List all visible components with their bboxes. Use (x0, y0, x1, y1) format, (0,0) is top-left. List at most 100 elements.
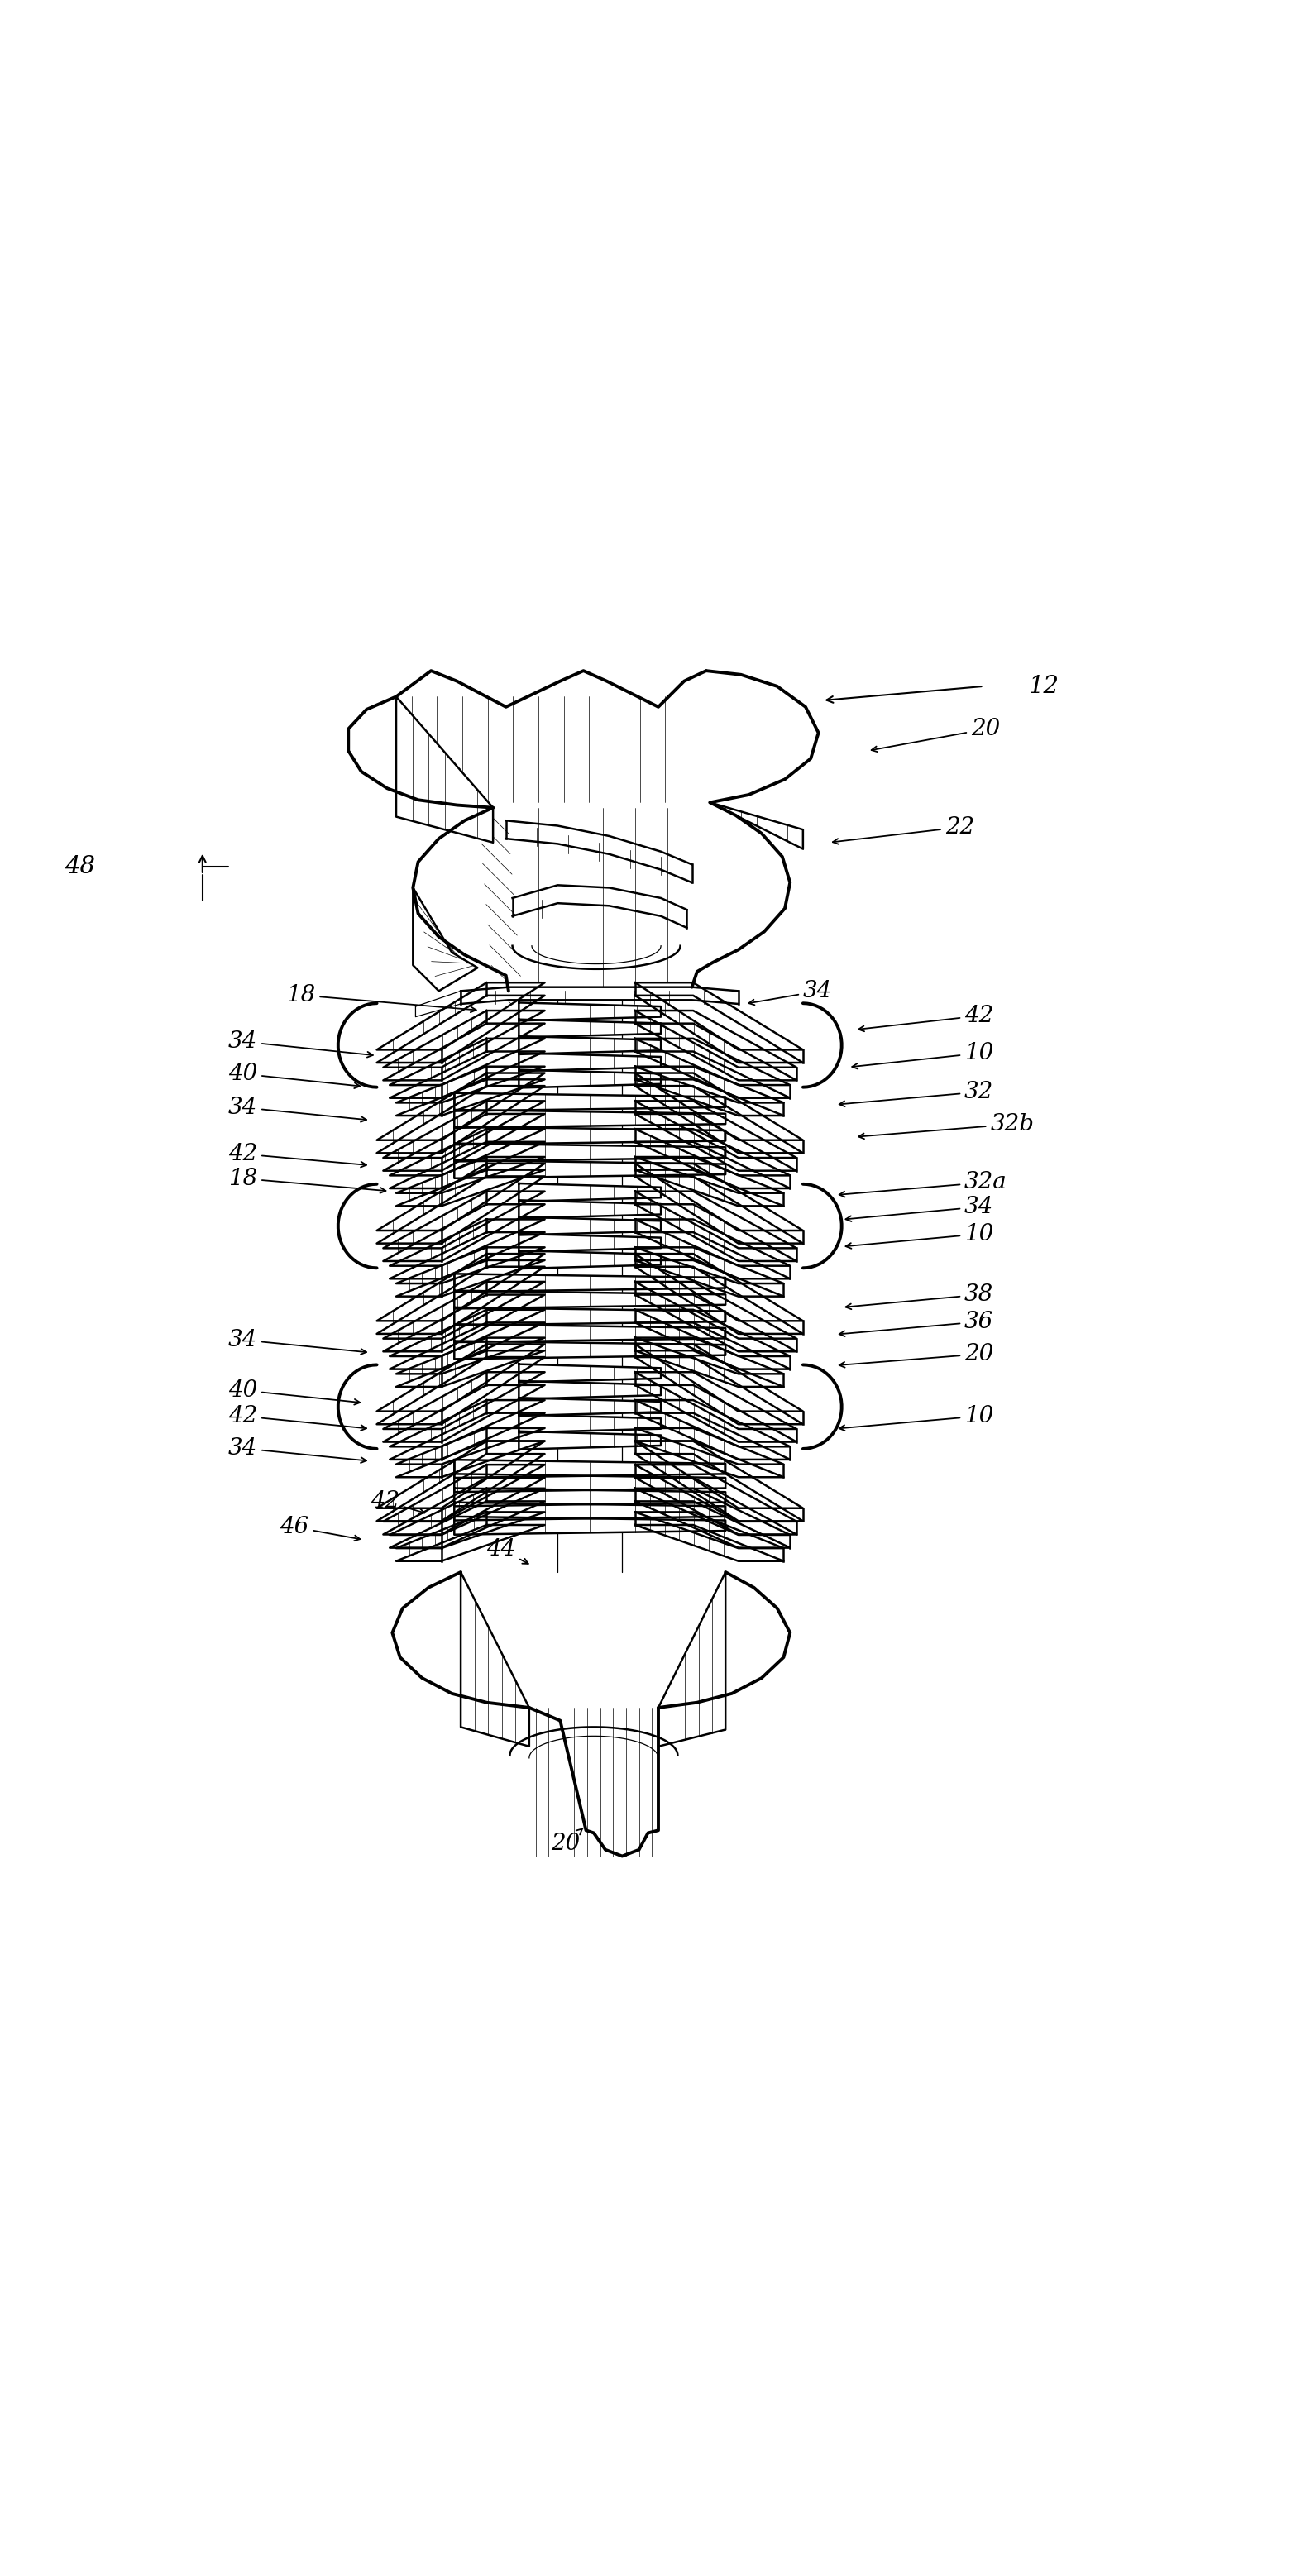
Text: 12: 12 (1029, 675, 1060, 698)
Polygon shape (635, 1157, 784, 1206)
Text: 48: 48 (65, 855, 96, 878)
Polygon shape (635, 1337, 784, 1386)
Polygon shape (518, 1002, 661, 1020)
Text: 34: 34 (749, 979, 832, 1005)
Polygon shape (390, 1489, 544, 1548)
Polygon shape (377, 1074, 544, 1154)
Polygon shape (384, 1373, 544, 1443)
Polygon shape (461, 987, 739, 1005)
Polygon shape (384, 1100, 544, 1170)
Text: 20: 20 (840, 1342, 994, 1368)
Text: 38: 38 (846, 1283, 994, 1309)
Polygon shape (390, 1128, 544, 1188)
Text: 42: 42 (228, 1144, 367, 1167)
Text: 10: 10 (840, 1404, 994, 1430)
Polygon shape (635, 1309, 791, 1368)
Polygon shape (635, 1038, 791, 1097)
Text: 40: 40 (228, 1378, 360, 1404)
Polygon shape (455, 1342, 726, 1360)
Polygon shape (518, 1432, 661, 1450)
Polygon shape (384, 1190, 544, 1262)
Polygon shape (635, 1066, 784, 1115)
Polygon shape (413, 889, 477, 992)
Text: 18: 18 (228, 1167, 386, 1193)
Polygon shape (455, 1473, 726, 1492)
Polygon shape (635, 1100, 797, 1170)
Polygon shape (512, 886, 687, 927)
Text: 32b: 32b (858, 1113, 1034, 1139)
Polygon shape (635, 1489, 791, 1548)
Polygon shape (455, 1110, 726, 1128)
Polygon shape (397, 1427, 544, 1476)
Text: 18: 18 (286, 984, 476, 1012)
Polygon shape (518, 1200, 661, 1218)
Text: 42: 42 (858, 1005, 994, 1030)
Polygon shape (455, 1126, 726, 1144)
Polygon shape (518, 1381, 661, 1399)
Text: 34: 34 (228, 1437, 367, 1463)
Polygon shape (455, 1324, 726, 1342)
Polygon shape (397, 1247, 544, 1296)
Polygon shape (397, 1337, 544, 1386)
Polygon shape (518, 1054, 661, 1072)
Polygon shape (518, 1069, 661, 1087)
Polygon shape (635, 1440, 804, 1520)
Text: 32a: 32a (840, 1172, 1007, 1198)
Text: 34: 34 (228, 1329, 367, 1355)
Polygon shape (455, 1309, 726, 1327)
Polygon shape (384, 1283, 544, 1352)
Polygon shape (397, 1157, 544, 1206)
Polygon shape (635, 1010, 797, 1079)
Text: 10: 10 (851, 1043, 994, 1069)
Polygon shape (455, 1502, 726, 1520)
Polygon shape (518, 1216, 661, 1234)
Polygon shape (635, 1074, 804, 1154)
Polygon shape (635, 981, 804, 1064)
Polygon shape (505, 822, 692, 884)
Polygon shape (658, 1571, 726, 1747)
Polygon shape (518, 1399, 661, 1417)
Polygon shape (377, 1345, 544, 1425)
Polygon shape (635, 1512, 784, 1561)
Text: 20: 20 (871, 719, 1001, 752)
Polygon shape (455, 1461, 726, 1479)
Polygon shape (518, 1234, 661, 1252)
Polygon shape (710, 804, 804, 850)
Polygon shape (455, 1489, 726, 1507)
Polygon shape (518, 1020, 661, 1038)
Polygon shape (455, 1273, 726, 1293)
Polygon shape (390, 1401, 544, 1461)
Polygon shape (635, 1466, 797, 1535)
Polygon shape (390, 1038, 544, 1097)
Polygon shape (455, 1092, 726, 1110)
Polygon shape (635, 1255, 804, 1334)
Polygon shape (518, 1182, 661, 1200)
Polygon shape (377, 981, 544, 1064)
Text: 40: 40 (228, 1064, 360, 1087)
Text: 10: 10 (846, 1224, 994, 1249)
Text: 34: 34 (846, 1195, 994, 1221)
Polygon shape (635, 1247, 784, 1296)
Polygon shape (377, 1440, 544, 1520)
Polygon shape (397, 1066, 544, 1115)
Text: 46: 46 (280, 1515, 360, 1540)
Text: 44: 44 (486, 1538, 529, 1564)
Polygon shape (635, 1345, 804, 1425)
Text: 42: 42 (371, 1489, 425, 1515)
Polygon shape (635, 1427, 784, 1476)
Text: 22: 22 (833, 817, 975, 845)
Polygon shape (635, 1218, 791, 1278)
Text: 34: 34 (228, 1030, 373, 1056)
Polygon shape (390, 1309, 544, 1368)
Polygon shape (635, 1164, 804, 1244)
Polygon shape (384, 1466, 544, 1535)
Polygon shape (461, 1571, 529, 1747)
Polygon shape (635, 1401, 791, 1461)
Polygon shape (455, 1159, 726, 1177)
Text: 34: 34 (228, 1097, 367, 1123)
Polygon shape (635, 1283, 797, 1352)
Text: 36: 36 (840, 1311, 994, 1337)
Polygon shape (518, 1365, 661, 1383)
Text: 20: 20 (551, 1829, 583, 1855)
Polygon shape (518, 1036, 661, 1054)
